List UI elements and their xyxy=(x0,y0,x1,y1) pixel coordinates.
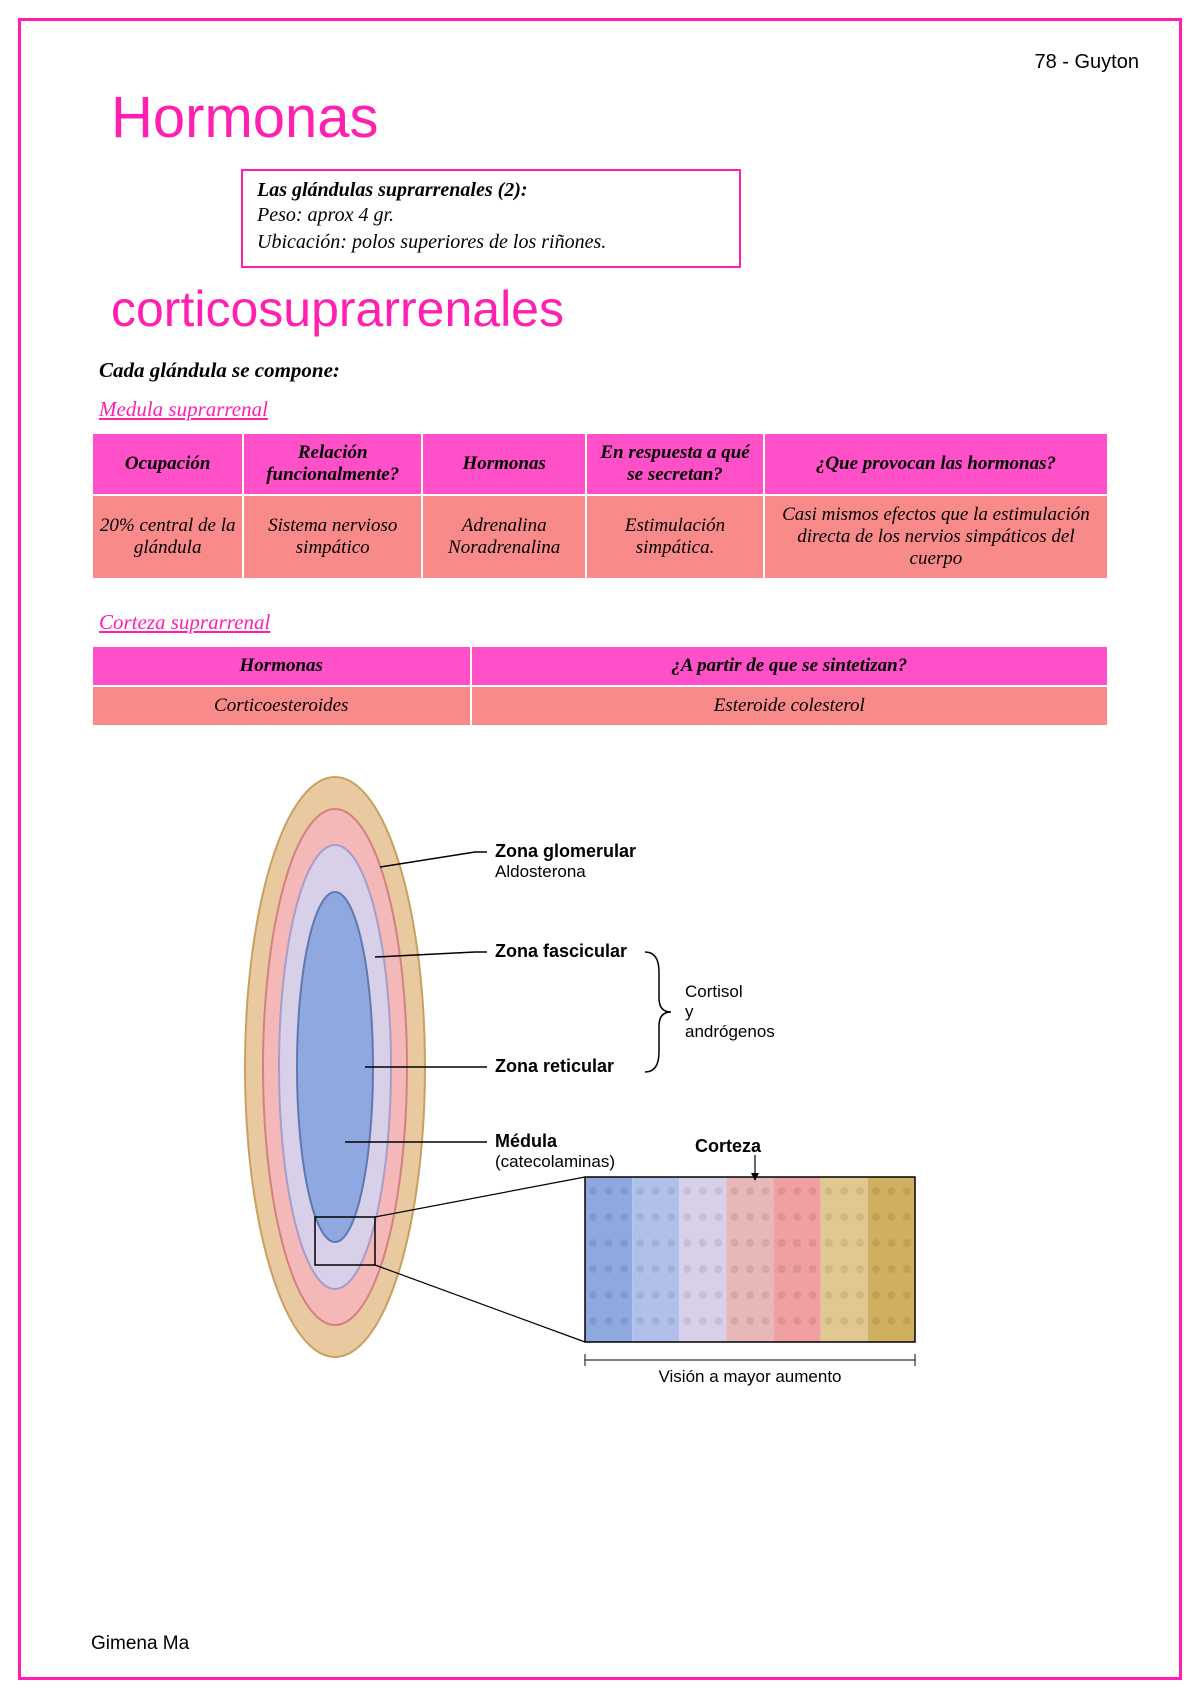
page-title-line1: Hormonas xyxy=(111,84,1109,151)
td: Adrenalina Noradrenalina xyxy=(422,495,586,579)
medula-heading: Medula suprarrenal xyxy=(99,397,1109,422)
page-title-line2: corticosuprarrenales xyxy=(111,280,1109,338)
footer-author: Gimena Ma xyxy=(91,1633,189,1655)
th: Hormonas xyxy=(92,646,471,686)
compone-heading: Cada glándula se compone: xyxy=(99,358,1109,383)
table-row: 20% central de la glándula Sistema nervi… xyxy=(92,495,1108,579)
page-number: 78 - Guyton xyxy=(91,51,1139,74)
th: Relación funcionalmente? xyxy=(243,433,422,495)
td: Corticoesteroides xyxy=(92,686,471,726)
svg-text:(catecolaminas): (catecolaminas) xyxy=(495,1152,615,1171)
medula-table: Ocupación Relación funcionalmente? Hormo… xyxy=(91,432,1109,580)
th: ¿A partir de que se sintetizan? xyxy=(471,646,1109,686)
svg-text:Médula: Médula xyxy=(495,1131,558,1151)
table-header-row: Hormonas ¿A partir de que se sintetizan? xyxy=(92,646,1108,686)
th: Hormonas xyxy=(422,433,586,495)
info-box-line2: Ubicación: polos superiores de los riñon… xyxy=(257,229,725,256)
th: Ocupación xyxy=(92,433,243,495)
corteza-heading: Corteza suprarrenal xyxy=(99,610,1109,635)
svg-text:Zona fascicular: Zona fascicular xyxy=(495,941,627,961)
td: Esteroide colesterol xyxy=(471,686,1109,726)
th: En respuesta a qué se secretan? xyxy=(586,433,764,495)
info-box: Las glándulas suprarrenales (2): Peso: a… xyxy=(241,169,741,268)
td: Sistema nervioso simpático xyxy=(243,495,422,579)
table-row: Corticoesteroides Esteroide colesterol xyxy=(92,686,1108,726)
th: ¿Que provocan las hormonas? xyxy=(764,433,1108,495)
td: Casi mismos efectos que la estimulación … xyxy=(764,495,1108,579)
table-header-row: Ocupación Relación funcionalmente? Hormo… xyxy=(92,433,1108,495)
diagram-svg: Zona glomerularAldosterona Zona fascicula… xyxy=(215,757,985,1397)
svg-text:andrógenos: andrógenos xyxy=(685,1022,775,1041)
page-border: 78 - Guyton Hormonas Las glándulas supra… xyxy=(18,18,1182,1680)
adrenal-diagram: Zona glomerularAldosterona Zona fascicula… xyxy=(215,757,985,1402)
corteza-table: Hormonas ¿A partir de que se sintetizan?… xyxy=(91,645,1109,727)
td: 20% central de la glándula xyxy=(92,495,243,579)
svg-text:Cortisol: Cortisol xyxy=(685,982,743,1001)
svg-text:Aldosterona: Aldosterona xyxy=(495,862,586,881)
info-box-line1: Peso: aprox 4 gr. xyxy=(257,202,725,229)
td: Estimulación simpática. xyxy=(586,495,764,579)
svg-text:y: y xyxy=(685,1002,694,1021)
svg-text:Visión a mayor aumento: Visión a mayor aumento xyxy=(658,1367,841,1386)
svg-text:Zona reticular: Zona reticular xyxy=(495,1056,614,1076)
svg-text:Zona glomerular: Zona glomerular xyxy=(495,841,636,861)
svg-text:Corteza: Corteza xyxy=(695,1136,762,1156)
info-box-title: Las glándulas suprarrenales (2): xyxy=(257,179,725,202)
